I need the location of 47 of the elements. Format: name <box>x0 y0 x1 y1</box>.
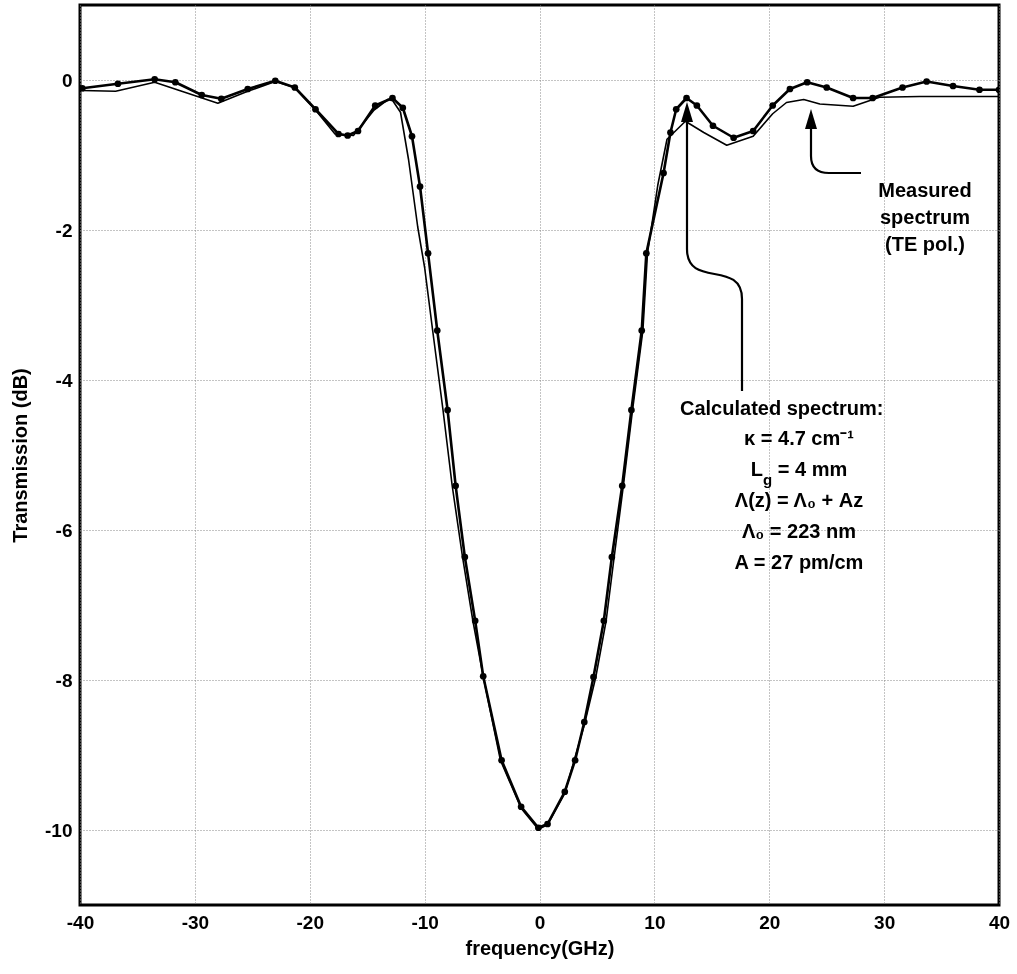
x-axis-title: frequency(GHz) <box>465 936 615 959</box>
x-tick-label: -40 <box>66 911 95 933</box>
point <box>949 82 957 90</box>
y-tick-label: -4 <box>55 369 73 391</box>
point <box>371 102 379 109</box>
point <box>171 78 179 86</box>
point <box>151 75 159 83</box>
x-tick-label: -10 <box>411 911 439 933</box>
point <box>849 94 857 102</box>
point <box>709 122 717 130</box>
point <box>660 169 667 177</box>
point <box>672 105 680 113</box>
x-tick-label: 10 <box>644 911 666 933</box>
x-tick-label: 40 <box>988 911 1011 933</box>
point <box>730 134 737 142</box>
y-tick-label: -10 <box>45 819 73 841</box>
point <box>786 85 794 93</box>
y-tick-label: -8 <box>55 669 73 691</box>
point <box>693 102 701 109</box>
point <box>899 84 906 91</box>
annotation: Calculated spectrum: κ = 4.7 cm⁻¹ L$_{g}$ = 4 mm Λ(z) = Λ₀ + Az Λ₀ = 223 nm A = 27 pm/cm <box>680 397 884 573</box>
point <box>114 80 122 88</box>
y-axis-title: Transmission (dB) <box>9 368 32 543</box>
point <box>416 183 424 190</box>
point <box>803 78 811 86</box>
x-tick-label: -30 <box>181 911 210 933</box>
point <box>683 94 690 102</box>
x-tick-label: 30 <box>874 911 896 933</box>
point <box>769 102 777 109</box>
x-tick-label: -20 <box>296 911 324 933</box>
y-tick-label: -2 <box>55 219 73 241</box>
x-tick-label: 20 <box>759 911 781 933</box>
point <box>80 84 86 92</box>
point <box>444 406 451 414</box>
point <box>433 327 441 334</box>
y-tick-label: 0 <box>61 69 73 91</box>
point <box>424 249 432 257</box>
x-tick-label: 0 <box>534 911 546 933</box>
point <box>408 132 416 140</box>
point <box>399 104 407 112</box>
point <box>217 95 225 103</box>
point <box>823 84 831 91</box>
point <box>976 86 983 94</box>
annotation: Measured spectrum (TE pol.) <box>878 179 972 255</box>
point <box>452 482 459 490</box>
y-tick-label: -6 <box>55 519 73 541</box>
point <box>923 78 930 85</box>
